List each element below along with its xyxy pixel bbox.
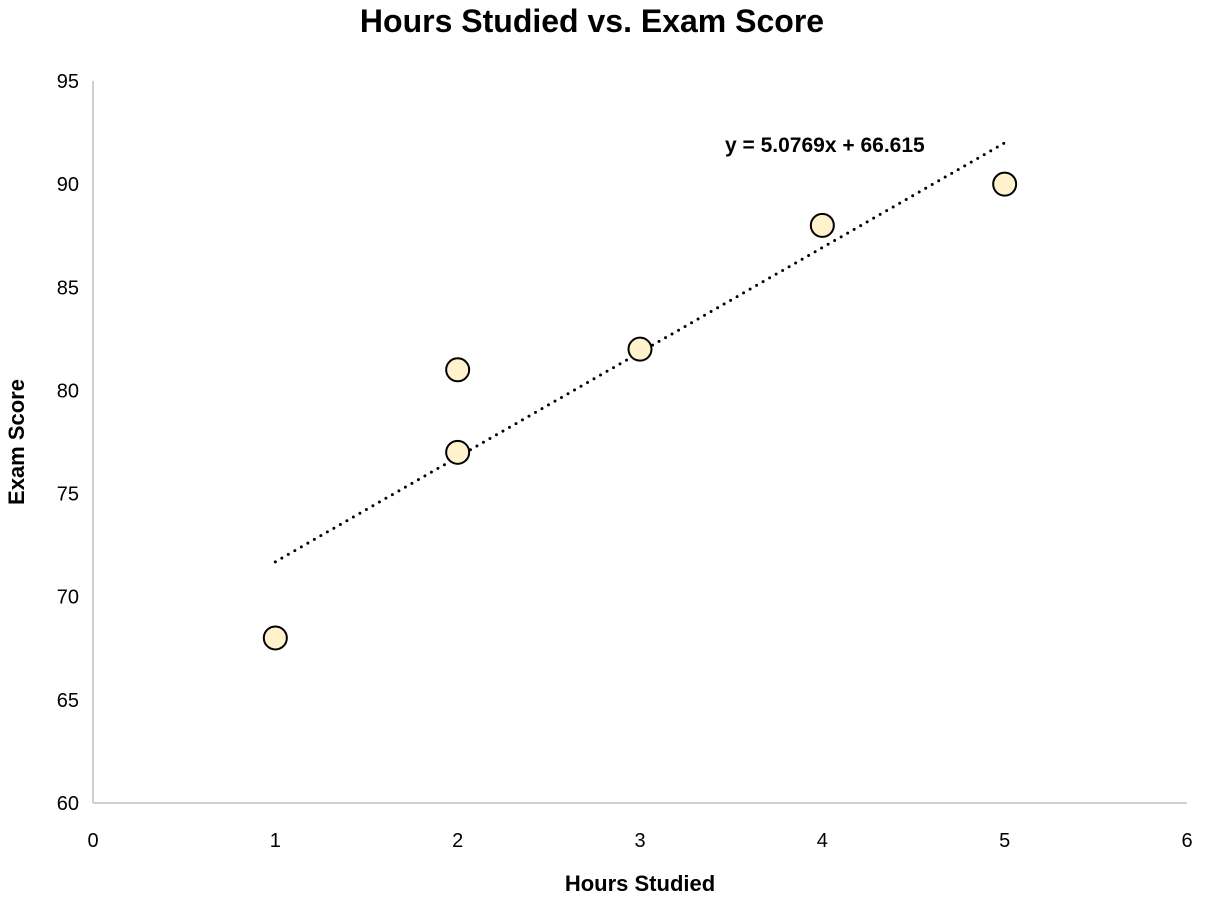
x-tick-labels: 0 1 2 3 4 5 6 (87, 830, 1192, 852)
y-tick-label: 65 (57, 690, 79, 712)
data-point (445, 357, 471, 383)
y-tick-label: 60 (57, 793, 79, 815)
data-point (809, 212, 835, 238)
data-point (992, 171, 1018, 197)
x-tick-label: 6 (1181, 830, 1192, 852)
axes (92, 81, 1187, 804)
data-point (445, 439, 471, 465)
x-tick-label: 5 (999, 830, 1010, 852)
data-point (262, 625, 288, 651)
y-axis-title: Exam Score (4, 379, 29, 505)
x-tick-label: 4 (817, 830, 828, 852)
y-tick-labels: 60 65 70 75 80 85 90 95 (57, 71, 79, 815)
data-points (262, 171, 1018, 651)
data-point (627, 336, 653, 362)
x-tick-label: 3 (634, 830, 645, 852)
y-tick-label: 75 (57, 484, 79, 506)
chart-title: Hours Studied vs. Exam Score (360, 3, 824, 39)
y-tick-label: 90 (57, 174, 79, 196)
x-tick-label: 1 (270, 830, 281, 852)
y-tick-label: 95 (57, 71, 79, 93)
trendline-equation: y = 5.0769x + 66.615 (725, 134, 925, 157)
y-tick-label: 85 (57, 277, 79, 299)
x-axis-title: Hours Studied (565, 871, 715, 896)
y-tick-label: 70 (57, 587, 79, 609)
y-tick-label: 80 (57, 380, 79, 402)
x-tick-label: 2 (452, 830, 463, 852)
x-tick-label: 0 (87, 830, 98, 852)
